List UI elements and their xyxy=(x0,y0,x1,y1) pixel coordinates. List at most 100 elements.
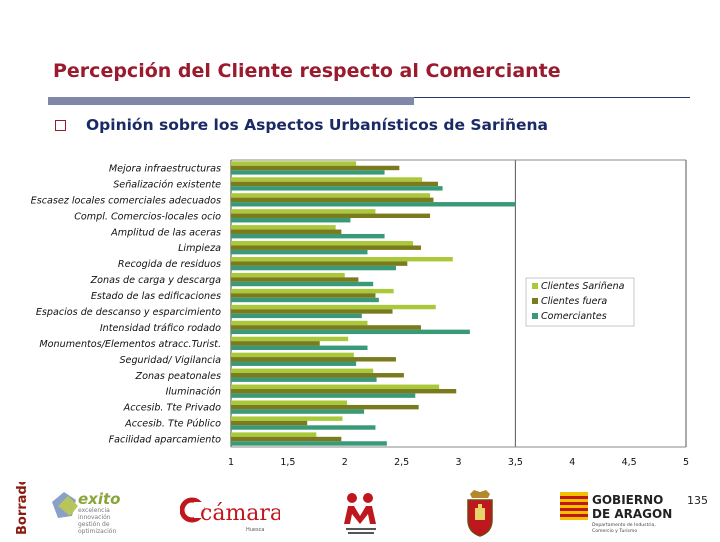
x-tick-label-1: 1,5 xyxy=(280,457,295,468)
bar-0-4 xyxy=(231,225,336,230)
svg-text:Huesca: Huesca xyxy=(246,527,264,533)
category-label-2: Escasez locales comerciales adecuados xyxy=(31,195,221,206)
category-label-8: Estado de las edificaciones xyxy=(91,291,221,302)
bar-2-3 xyxy=(231,218,351,223)
bar-0-11 xyxy=(231,336,349,342)
svg-text:excelencia: excelencia xyxy=(78,507,110,514)
bar-1-10 xyxy=(231,325,421,330)
borrador-stamp: Borrador xyxy=(15,482,30,535)
legend-label-2: Comerciantes xyxy=(541,311,607,322)
bar-2-1 xyxy=(231,186,443,191)
borrador-text: Borrador xyxy=(15,482,30,535)
legend-swatch-2 xyxy=(532,313,538,319)
legend-box xyxy=(525,277,635,327)
bar-2-16 xyxy=(231,425,376,430)
svg-text:GOBIERNO: GOBIERNO xyxy=(592,493,663,507)
category-label-12: Seguridad/ Vigilancia xyxy=(119,355,221,366)
category-label-13: Zonas peatonales xyxy=(135,371,221,382)
camara-logo: cámara Huesca xyxy=(179,494,283,534)
category-label-10: Intensidad tráfico rodado xyxy=(100,322,221,334)
bar-1-3 xyxy=(231,213,431,219)
bar-1-14 xyxy=(231,388,457,394)
category-label-3: Compl. Comercios-locales ocio xyxy=(74,211,221,222)
bar-1-7 xyxy=(231,277,359,282)
bar-0-8 xyxy=(231,288,394,294)
svg-text:cámara: cámara xyxy=(200,501,280,526)
svg-text:gestión de: gestión de xyxy=(78,521,110,528)
bar-0-15 xyxy=(231,400,348,405)
x-tick-label-5: 3,5 xyxy=(508,457,523,468)
svg-text:exito: exito xyxy=(78,490,120,508)
title-underline-bar xyxy=(48,97,414,105)
bar-1-2 xyxy=(231,197,434,203)
exito-logo: exito excelencia innovación gestión de o… xyxy=(50,486,135,536)
bar-2-11 xyxy=(231,345,368,351)
legend-label-1: Clientes fuera xyxy=(541,296,607,307)
mancomunidad-logo xyxy=(338,490,383,538)
bar-2-5 xyxy=(231,249,368,255)
x-tick-label-3: 2,5 xyxy=(394,457,409,468)
bar-0-0 xyxy=(231,161,357,166)
category-label-7: Zonas de carga y descarga xyxy=(90,275,222,286)
bar-1-13 xyxy=(231,373,404,378)
bar-0-14 xyxy=(231,384,440,389)
category-label-11: Monumentos/Elementos atracc.Turist. xyxy=(39,339,221,350)
bar-0-17 xyxy=(231,432,317,437)
bar-0-7 xyxy=(231,272,345,278)
bar-2-10 xyxy=(231,329,470,335)
svg-text:optimización: optimización xyxy=(78,528,116,535)
bar-1-1 xyxy=(231,181,439,187)
bar-0-2 xyxy=(231,193,431,198)
bar-2-15 xyxy=(231,409,365,414)
bar-1-16 xyxy=(231,420,308,426)
category-label-17: Facilidad aparcamiento xyxy=(109,435,221,446)
category-label-1: Señalización existente xyxy=(113,178,221,190)
bar-0-3 xyxy=(231,209,376,214)
bar-0-13 xyxy=(231,368,374,374)
title-underline-line xyxy=(414,97,690,98)
legend-swatch-1 xyxy=(532,298,538,304)
bar-2-14 xyxy=(231,393,416,398)
bar-2-17 xyxy=(231,441,387,446)
bar-1-9 xyxy=(231,309,393,314)
coat-of-arms-logo xyxy=(460,488,500,538)
svg-text:innovación: innovación xyxy=(78,514,111,521)
slide-subtitle: Opinión sobre los Aspectos Urbanísticos … xyxy=(86,116,548,134)
x-tick-label-8: 5 xyxy=(683,457,689,468)
bar-0-5 xyxy=(231,241,413,246)
page-title: Percepción del Cliente respecto al Comer… xyxy=(53,60,561,82)
bar-0-9 xyxy=(231,304,436,310)
svg-text:Comercio y Turismo: Comercio y Turismo xyxy=(592,528,637,534)
category-label-6: Recogida de residuos xyxy=(118,259,221,270)
bar-0-12 xyxy=(231,352,354,358)
legend-swatch-0 xyxy=(532,283,538,289)
bar-0-16 xyxy=(231,416,343,421)
category-label-4: Amplitud de las aceras xyxy=(110,227,221,238)
bar-1-8 xyxy=(231,293,376,298)
category-label-9: Espacios de descanso y esparcimiento xyxy=(36,307,221,318)
x-tick-label-7: 4,5 xyxy=(622,457,637,468)
x-tick-label-2: 2 xyxy=(342,457,348,468)
x-tick-label-0: 1 xyxy=(228,457,234,468)
bar-0-10 xyxy=(231,320,368,326)
bar-2-12 xyxy=(231,361,357,366)
bar-2-8 xyxy=(231,297,379,303)
bar-1-15 xyxy=(231,404,419,410)
bar-2-4 xyxy=(231,233,385,239)
x-tick-label-4: 3 xyxy=(455,457,461,468)
category-label-0: Mejora infraestructuras xyxy=(109,163,221,174)
bar-1-11 xyxy=(231,341,320,346)
bar-2-13 xyxy=(231,377,377,382)
bar-2-2 xyxy=(231,202,516,207)
gobierno-aragon-logo: GOBIERNO DE ARAGON Departamento de Indus… xyxy=(560,488,680,536)
bar-1-4 xyxy=(231,229,342,234)
bar-1-6 xyxy=(231,261,408,266)
bar-0-1 xyxy=(231,177,423,182)
bar-chart: Mejora infraestructuras Señalización exis… xyxy=(31,159,689,468)
bar-1-17 xyxy=(231,436,342,442)
page-number: 135 xyxy=(687,494,708,507)
bar-1-0 xyxy=(231,165,400,171)
svg-text:Departamento de Industria,: Departamento de Industria, xyxy=(592,522,656,528)
bar-1-12 xyxy=(231,357,396,362)
category-label-15: Accesib. Tte Privado xyxy=(123,403,221,414)
